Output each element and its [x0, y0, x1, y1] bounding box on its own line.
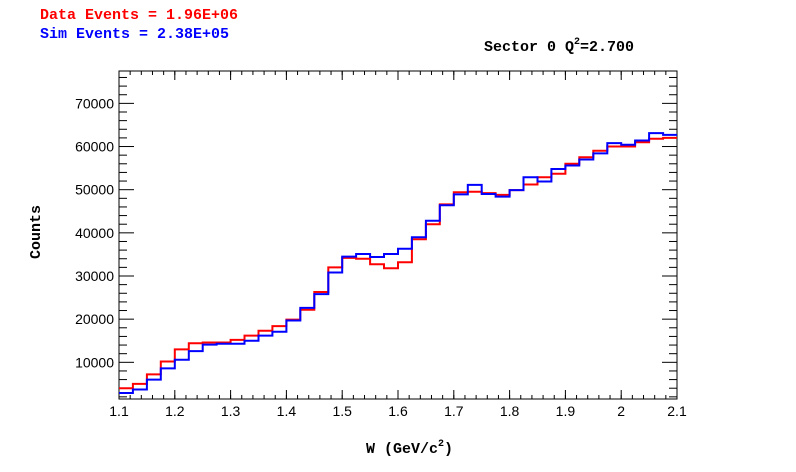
x-tick-label: 1.8 [500, 403, 520, 419]
y-axis: 10000 20000 30000 40000 50000 60000 70000 [75, 76, 677, 398]
x-tick-label: 1.3 [221, 403, 241, 419]
y-tick-label: 60000 [75, 139, 114, 155]
x-tick-label: 1.4 [277, 403, 297, 419]
x-tick-label: 1.6 [388, 403, 408, 419]
y-tick-label: 40000 [75, 225, 114, 241]
y-tick-label: 10000 [75, 354, 114, 370]
chart-title: Sector 0 Q2=2.700 [484, 37, 634, 56]
x-axis-label: W (GeV/c2) [366, 439, 453, 458]
series-layer [119, 132, 677, 394]
x-tick-label: 1.7 [444, 403, 464, 419]
x-tick-label: 2 [617, 403, 625, 419]
x-axis: 1.1 1.2 1.3 1.4 1.5 1.6 1.7 1.8 1.9 2 2.1 [109, 71, 687, 419]
y-tick-label: 30000 [75, 268, 114, 284]
y-tick-label: 20000 [75, 311, 114, 327]
legend-data-events: Data Events = 1.96E+06 [40, 7, 238, 24]
x-tick-label: 1.1 [109, 403, 129, 419]
y-tick-label: 70000 [75, 95, 114, 111]
legend-sim-events: Sim Events = 2.38E+05 [40, 26, 229, 43]
x-tick-label: 2.1 [667, 403, 687, 419]
x-tick-label: 1.2 [165, 403, 185, 419]
x-tick-label: 1.9 [556, 403, 576, 419]
y-axis-label: Counts [28, 205, 45, 259]
sim-series-line [119, 132, 677, 394]
x-tick-label: 1.5 [332, 403, 352, 419]
y-tick-label: 50000 [75, 182, 114, 198]
